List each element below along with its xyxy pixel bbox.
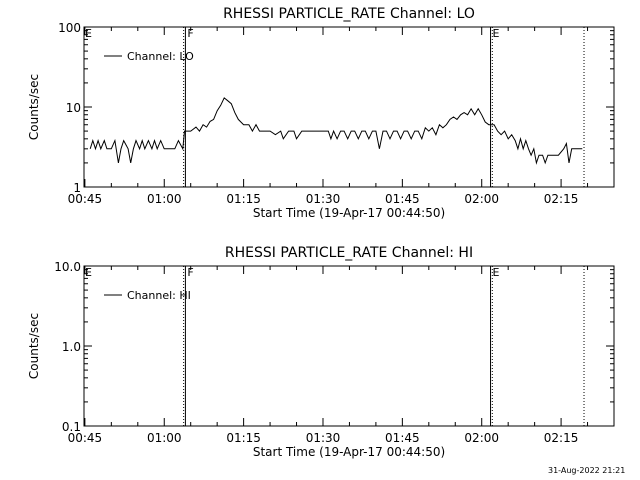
x-tick-label: 01:00 [147,192,182,206]
y-tick-label: 100 [58,21,81,35]
event-marker-label: F [187,266,193,279]
x-axis-label: Start Time (19-Apr-17 00:44:50) [253,206,445,220]
x-tick-label: 02:00 [464,431,499,445]
y-tick-label: 1.0 [62,340,81,354]
x-tick-label: 00:45 [68,192,103,206]
x-tick-label: 02:00 [464,192,499,206]
chart-panel-1: RHESSI PARTICLE_RATE Channel: LO Start Ti… [27,6,615,220]
x-tick-label: 00:45 [68,431,103,445]
x-tick-label: 02:15 [544,192,579,206]
edge-label: E [85,27,92,40]
x-tick-label: 01:15 [226,192,261,206]
edge-label: E [85,266,92,279]
chart-title: RHESSI PARTICLE_RATE Channel: LO [223,6,475,22]
x-tick-label: 01:00 [147,431,182,445]
date-stamp: 31-Aug-2022 21:21 [548,466,626,475]
legend-label: Channel: HI [127,289,191,302]
legend-label: Channel: LO [127,50,194,63]
x-tick-label: 01:30 [306,192,341,206]
y-tick-label: 0.1 [62,420,81,434]
event-marker-label: E [493,27,500,40]
y-axis-label: Counts/sec [27,74,41,140]
y-tick-label: 10.0 [54,260,81,274]
x-tick-label: 01:30 [306,431,341,445]
y-tick-label: 10 [66,101,81,115]
x-tick-label: 01:45 [385,192,420,206]
x-axis-label: Start Time (19-Apr-17 00:44:50) [253,445,445,459]
x-tick-label: 02:15 [544,431,579,445]
x-tick-label: 01:45 [385,431,420,445]
chart-panel-2: RHESSI PARTICLE_RATE Channel: HI Start Ti… [27,245,615,459]
y-axis-label: Counts/sec [27,313,41,379]
x-tick-label: 01:15 [226,431,261,445]
event-marker-label: E [493,266,500,279]
chart-title: RHESSI PARTICLE_RATE Channel: HI [225,245,473,261]
y-tick-label: 1 [73,181,81,195]
event-marker-label: F [187,27,193,40]
series-line [89,97,583,165]
